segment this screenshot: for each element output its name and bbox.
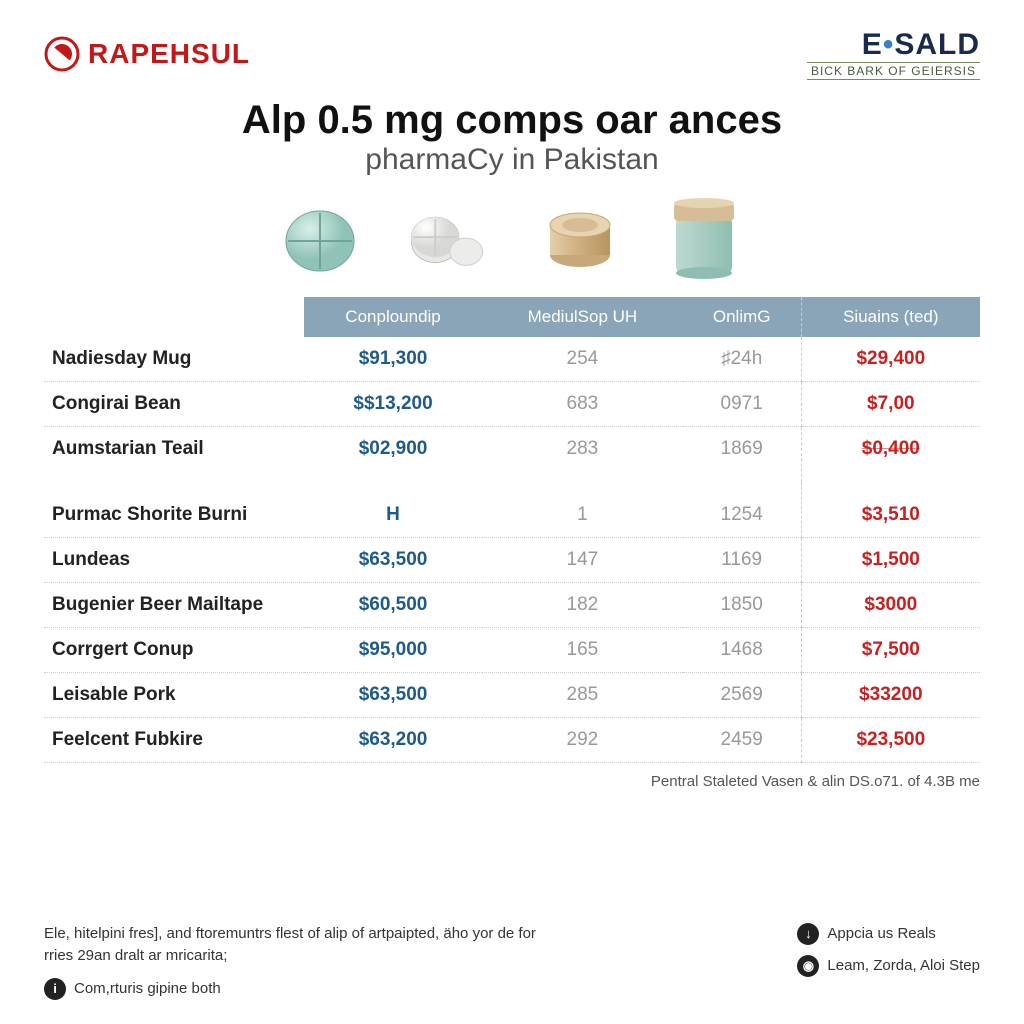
cell-siuains: $0,400: [801, 427, 980, 483]
cell-siuains: $23,500: [801, 718, 980, 763]
logo-left: RAPEHSUL: [44, 36, 250, 72]
cell-onlimg: 1850: [683, 583, 801, 628]
footer-left-line2: Com,rturis gipine both: [74, 978, 221, 1001]
table-row: Nadiesday Mug$91,300254♯24h$29,400: [44, 337, 980, 382]
row-label: Congirai Bean: [44, 382, 304, 427]
cell-conploundip: $02,900: [304, 427, 482, 483]
col-head-4: Siuains (ted): [801, 297, 980, 337]
col-head-0: [44, 297, 304, 337]
cell-mediulsop: 283: [482, 427, 683, 483]
footer-right-2: ◉ Leam, Zorda, Aloi Step: [797, 955, 980, 977]
cell-onlimg: 1869: [683, 427, 801, 483]
cell-siuains: $1,500: [801, 538, 980, 583]
row-label: Feelcent Fubkire: [44, 718, 304, 763]
table-footnote: Pentral Staleted Vasen & alin DS.o71. of…: [44, 773, 980, 790]
cell-mediulsop: 254: [482, 337, 683, 382]
cell-conploundip: H: [304, 482, 482, 538]
cell-conploundip: $63,500: [304, 673, 482, 718]
row-label: Lundeas: [44, 538, 304, 583]
title-main: Alp 0.5 mg comps oar ances: [44, 98, 980, 143]
pill-pair-icon: [408, 199, 488, 279]
footer-right-1-text: Appcia us Reals: [827, 925, 935, 942]
cell-conploundip: $$13,200: [304, 382, 482, 427]
cell-mediulsop: 292: [482, 718, 683, 763]
cell-siuains: $7,500: [801, 628, 980, 673]
cell-onlimg: 2459: [683, 718, 801, 763]
footer-left-line1: Ele, hitelpini fres], and ftoremuntrs fl…: [44, 923, 564, 968]
cell-siuains: $3000: [801, 583, 980, 628]
cell-siuains: $33200: [801, 673, 980, 718]
table-header: Conploundip MediulSop UH OnlimG Siuains …: [44, 297, 980, 337]
cell-onlimg: 1169: [683, 538, 801, 583]
footer-right-1: ↓ Appcia us Reals: [797, 923, 935, 945]
row-label: Purmac Shorite Burni: [44, 482, 304, 538]
logo-right-b: SALD: [894, 28, 980, 61]
cell-conploundip: $95,000: [304, 628, 482, 673]
cell-conploundip: $63,500: [304, 538, 482, 583]
cell-conploundip: $60,500: [304, 583, 482, 628]
comparison-table: Conploundip MediulSop UH OnlimG Siuains …: [44, 297, 980, 763]
cell-mediulsop: 165: [482, 628, 683, 673]
col-head-3: OnlimG: [683, 297, 801, 337]
table-body: Nadiesday Mug$91,300254♯24h$29,400Congir…: [44, 337, 980, 763]
cell-mediulsop: 147: [482, 538, 683, 583]
title-block: Alp 0.5 mg comps oar ances pharmaCy in P…: [44, 98, 980, 177]
cell-mediulsop: 683: [482, 382, 683, 427]
logo-right-a: E: [862, 28, 883, 61]
footer-right: ↓ Appcia us Reals ◉ Leam, Zorda, Aloi St…: [797, 923, 980, 1001]
row-label: Corrgert Conup: [44, 628, 304, 673]
logo-right-dot: •: [883, 28, 895, 61]
cell-onlimg: 0971: [683, 382, 801, 427]
header: RAPEHSUL E•SALD BICK BARK OF GEIERSIS: [44, 28, 980, 80]
cell-onlimg: ♯24h: [683, 337, 801, 382]
logo-right-main: E•SALD: [807, 28, 980, 62]
table-row: Bugenier Beer Mailtape$60,5001821850$300…: [44, 583, 980, 628]
col-head-2: MediulSop UH: [482, 297, 683, 337]
logo-left-icon: [44, 36, 80, 72]
cell-onlimg: 1468: [683, 628, 801, 673]
pin-icon: ◉: [797, 955, 819, 977]
download-icon: ↓: [797, 923, 819, 945]
pill-cylinder-icon: [536, 199, 616, 279]
row-label: Nadiesday Mug: [44, 337, 304, 382]
cell-conploundip: $91,300: [304, 337, 482, 382]
row-label: Bugenier Beer Mailtape: [44, 583, 304, 628]
logo-right: E•SALD BICK BARK OF GEIERSIS: [807, 28, 980, 80]
cell-mediulsop: 1: [482, 482, 683, 538]
cell-mediulsop: 182: [482, 583, 683, 628]
pill-round-icon: [280, 199, 360, 279]
footer: Ele, hitelpini fres], and ftoremuntrs fl…: [44, 923, 980, 1001]
table-row: Lundeas$63,5001471169$1,500: [44, 538, 980, 583]
footer-left: Ele, hitelpini fres], and ftoremuntrs fl…: [44, 923, 564, 1001]
title-sub: pharmaCy in Pakistan: [44, 143, 980, 177]
product-icons-row: [44, 199, 980, 279]
info-icon: i: [44, 978, 66, 1000]
cell-siuains: $3,510: [801, 482, 980, 538]
jar-icon: [664, 199, 744, 279]
table-row: Congirai Bean$$13,2006830971$7,00: [44, 382, 980, 427]
row-label: Aumstarian Teail: [44, 427, 304, 483]
cell-onlimg: 1254: [683, 482, 801, 538]
cell-conploundip: $63,200: [304, 718, 482, 763]
logo-left-text: RAPEHSUL: [88, 38, 250, 70]
table-row: Corrgert Conup$95,0001651468$7,500: [44, 628, 980, 673]
table-row: Aumstarian Teail$02,9002831869$0,400: [44, 427, 980, 483]
row-label: Leisable Pork: [44, 673, 304, 718]
table-row: Purmac Shorite BurniH11254$3,510: [44, 482, 980, 538]
table-row: Leisable Pork$63,5002852569$33200: [44, 673, 980, 718]
cell-onlimg: 2569: [683, 673, 801, 718]
logo-right-sub: BICK BARK OF GEIERSIS: [807, 62, 980, 80]
col-head-1: Conploundip: [304, 297, 482, 337]
cell-siuains: $29,400: [801, 337, 980, 382]
cell-mediulsop: 285: [482, 673, 683, 718]
footer-right-2-text: Leam, Zorda, Aloi Step: [827, 957, 980, 974]
footer-left-line2-wrap: i Com,rturis gipine both: [44, 978, 564, 1001]
table-row: Feelcent Fubkire$63,2002922459$23,500: [44, 718, 980, 763]
cell-siuains: $7,00: [801, 382, 980, 427]
